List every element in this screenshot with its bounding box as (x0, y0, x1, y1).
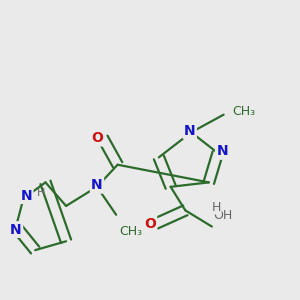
Text: O: O (91, 131, 103, 145)
Text: CH₃: CH₃ (119, 225, 142, 238)
Text: N: N (184, 124, 196, 138)
Text: N: N (20, 189, 32, 202)
Text: H: H (212, 201, 221, 214)
Text: N: N (216, 145, 228, 158)
Text: CH₃: CH₃ (232, 105, 256, 118)
Text: OH: OH (213, 209, 232, 222)
Text: H: H (37, 188, 45, 198)
Text: N: N (10, 223, 22, 236)
Text: O: O (144, 217, 156, 231)
Text: N: N (91, 178, 103, 192)
